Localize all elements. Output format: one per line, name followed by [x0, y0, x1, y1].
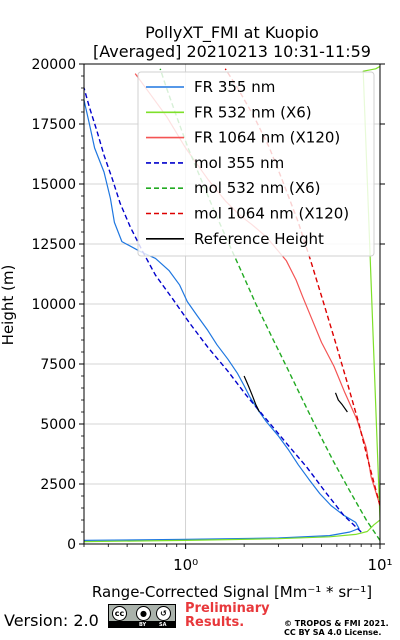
series-line-0 — [84, 99, 360, 541]
sa-icon: ↺ — [156, 606, 171, 621]
copyright-line-1: © TROPOS & FMI 2021. — [284, 619, 389, 628]
cc-by-label: BY — [139, 622, 147, 628]
preliminary-line-2: Results. — [185, 615, 245, 630]
y-tick-label: 10000 — [31, 297, 76, 313]
y-tick-label: 15000 — [31, 177, 76, 193]
plot-area: 0 2500 5000 7500 10000 12500 15000 17500 20000 10… — [31, 57, 392, 574]
x-tick-label: 10¹ — [367, 556, 392, 574]
legend-label-3: mol 355 nm — [194, 154, 284, 172]
legend-label-4: mol 532 nm (X6) — [194, 179, 321, 197]
legend-label-5: mol 1064 nm (X120) — [194, 205, 349, 223]
series-line-1 — [84, 65, 380, 543]
cc-badge-icons: cc ● ↺ — [109, 605, 175, 622]
y-tick-label: 20000 — [31, 57, 76, 73]
cc-icon: cc — [112, 606, 127, 621]
legend-label-0: FR 355 nm — [194, 78, 275, 96]
legend-label-2: FR 1064 nm (X120) — [194, 129, 340, 147]
y-tick-label: 2500 — [40, 477, 76, 493]
copyright-note: © TROPOS & FMI 2021. CC BY SA 4.0 Licens… — [284, 619, 389, 637]
cc-license-badge[interactable]: cc ● ↺ BY SA — [108, 604, 176, 628]
series-line-7 — [334, 392, 348, 413]
y-tick-label: 5000 — [40, 417, 76, 433]
series-line-3 — [84, 87, 362, 533]
legend-box — [137, 71, 375, 257]
y-tick-label: 17500 — [31, 117, 76, 133]
preliminary-line-1: Preliminary — [185, 601, 270, 616]
y-axis-label: Height (m) — [0, 265, 17, 346]
version-label: Version: 2.0 — [4, 611, 99, 630]
cc-sa-label: SA — [159, 622, 167, 628]
y-tick-label: 7500 — [40, 357, 76, 373]
y-tick-label: 12500 — [31, 237, 76, 253]
x-axis-label: Range-Corrected Signal [Mm⁻¹ * sr⁻¹] — [92, 583, 372, 601]
chart-title: PollyXT_FMI at Kuopio — [145, 23, 319, 43]
x-tick-label: 10⁰ — [173, 556, 198, 574]
y-tick-label: 0 — [67, 537, 76, 553]
legend-label-1: FR 532 nm (X6) — [194, 103, 312, 121]
copyright-line-2: CC BY SA 4.0 License. — [284, 628, 382, 637]
by-icon: ● — [136, 606, 151, 621]
cc-badge-strip: BY SA — [109, 621, 175, 628]
series-line-6 — [243, 375, 261, 413]
legend-label-6: Reference Height — [194, 230, 324, 248]
chart-subtitle: [Averaged] 20210213 10:31-11:59 — [93, 42, 371, 61]
preliminary-note: Preliminary Results. — [185, 602, 270, 630]
